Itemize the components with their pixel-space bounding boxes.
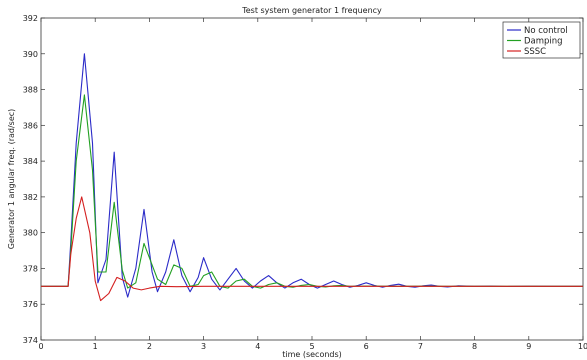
y-tick-label: 376: [23, 300, 38, 309]
x-tick-label: 6: [364, 342, 369, 351]
y-tick-label: 384: [23, 157, 38, 166]
y-axis-label: Generator 1 angular freq. (rad/sec): [7, 109, 16, 250]
axis-ticks: 0 1 2 3 4 5 6 7 8 9 10 374 376 378 380 382 384 386 388 390 3…: [23, 14, 587, 351]
y-tick-label: 380: [23, 229, 38, 238]
series-line-no-control: [41, 53, 583, 298]
y-tick-label: 378: [23, 264, 38, 273]
x-tick-label: 9: [526, 342, 531, 351]
y-tick-label: 374: [23, 336, 38, 345]
x-tick-label: 10: [578, 342, 587, 351]
series-layer: [41, 53, 583, 302]
series-line-sssc: [41, 196, 583, 302]
legend-label: Damping: [524, 37, 563, 47]
x-axis-label: time (seconds): [282, 350, 342, 359]
legend-label: No control: [524, 26, 568, 36]
x-tick-label: 8: [472, 342, 477, 351]
x-tick-label: 2: [147, 342, 152, 351]
y-tick-label: 388: [23, 86, 38, 95]
plot-area: [40, 17, 584, 341]
legend-label: SSSC: [524, 47, 546, 57]
x-tick-label: 5: [309, 342, 314, 351]
y-tick-label: 392: [23, 14, 38, 23]
x-tick-label: 7: [418, 342, 423, 351]
x-tick-label: 4: [255, 342, 260, 351]
y-tick-label: 386: [23, 121, 38, 130]
x-tick-label: 0: [38, 342, 43, 351]
y-tick-label: 390: [23, 50, 38, 59]
chart-title: Test system generator 1 frequency: [241, 6, 382, 15]
y-tick-label: 382: [23, 193, 38, 202]
x-tick-label: 3: [201, 342, 206, 351]
x-tick-label: 1: [93, 342, 98, 351]
